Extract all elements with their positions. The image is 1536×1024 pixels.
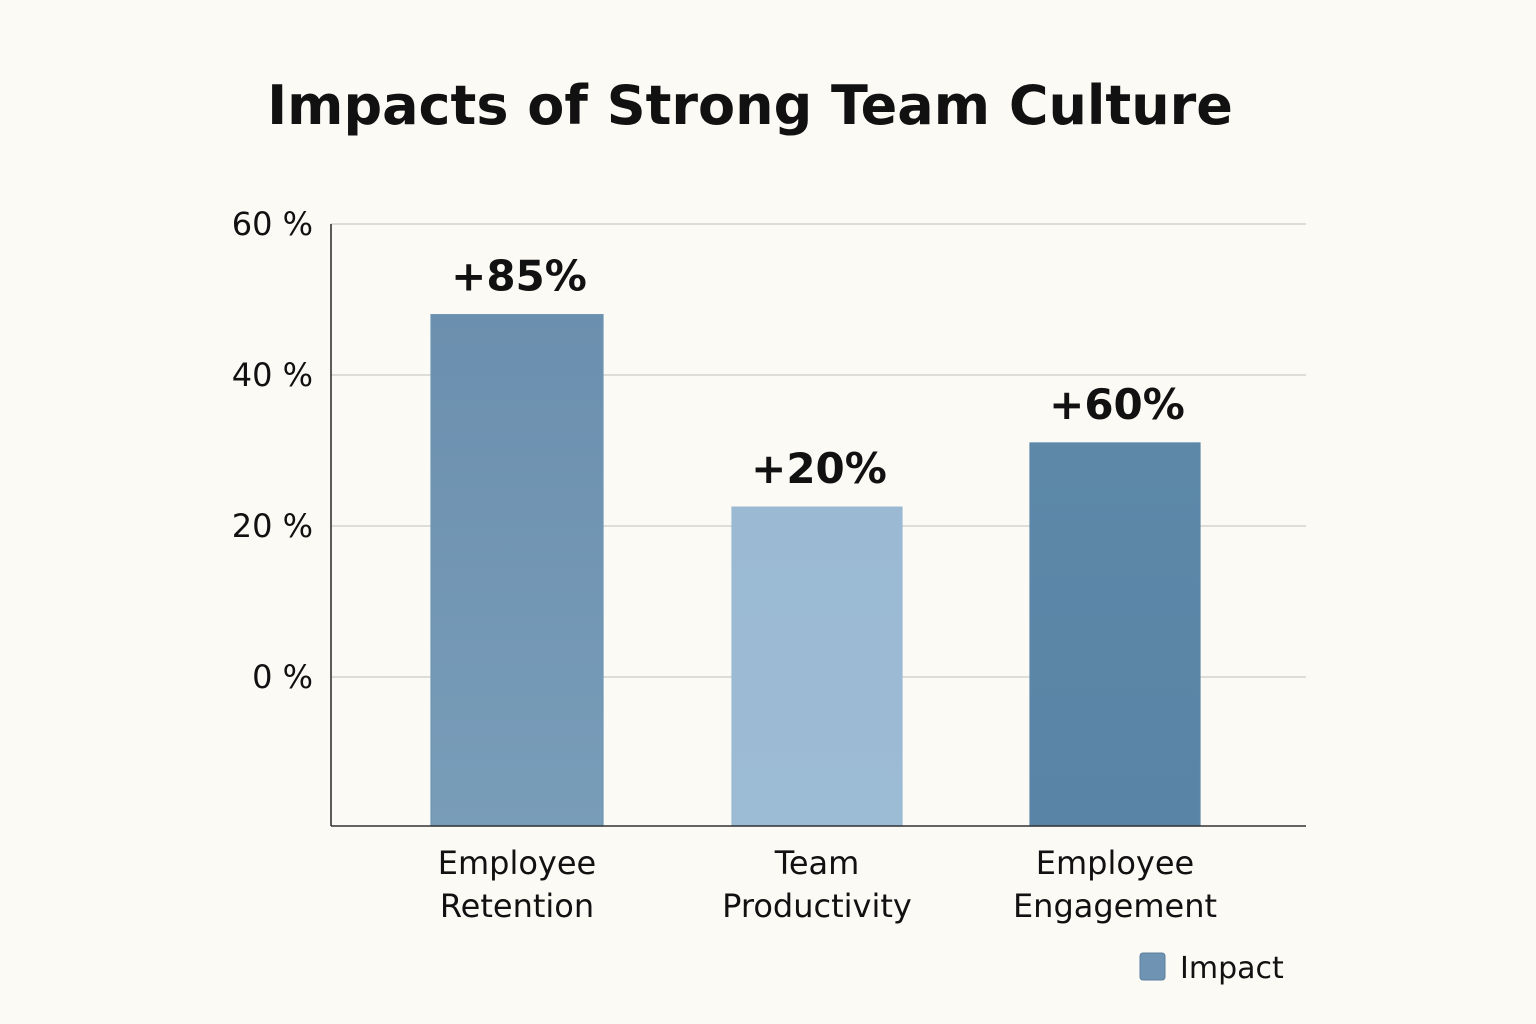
- x-tick-label: Productivity: [722, 887, 912, 925]
- y-tick-label: 60 %: [232, 205, 313, 243]
- data-label: +60%: [1049, 380, 1185, 429]
- legend-swatch: [1139, 952, 1166, 981]
- y-tick-label: 40 %: [232, 356, 313, 394]
- x-tick-label: Retention: [440, 887, 594, 925]
- data-labels: +85% +20% +60%: [451, 252, 1185, 494]
- x-tick-label: Employee: [1036, 844, 1194, 882]
- bar: [731, 506, 903, 827]
- y-tick-label: 20 %: [232, 507, 313, 545]
- chart-title: Impacts of Strong Team Culture: [267, 74, 1233, 137]
- x-tick-label: Engagement: [1013, 887, 1217, 925]
- y-axis-ticks: 0 % 20 % 40 % 60 %: [232, 205, 313, 696]
- y-tick-label: 0 %: [252, 658, 313, 696]
- x-tick-label: Employee: [438, 844, 596, 882]
- x-tick-label: Team: [774, 844, 860, 882]
- data-label: +85%: [451, 252, 587, 301]
- legend-label: Impact: [1180, 951, 1284, 986]
- x-axis-ticks: Employee Retention Team Productivity Employe…: [438, 844, 1217, 925]
- legend: Impact: [1139, 951, 1284, 986]
- bar: [430, 314, 604, 827]
- bar: [1029, 442, 1201, 827]
- data-label: +20%: [751, 444, 887, 493]
